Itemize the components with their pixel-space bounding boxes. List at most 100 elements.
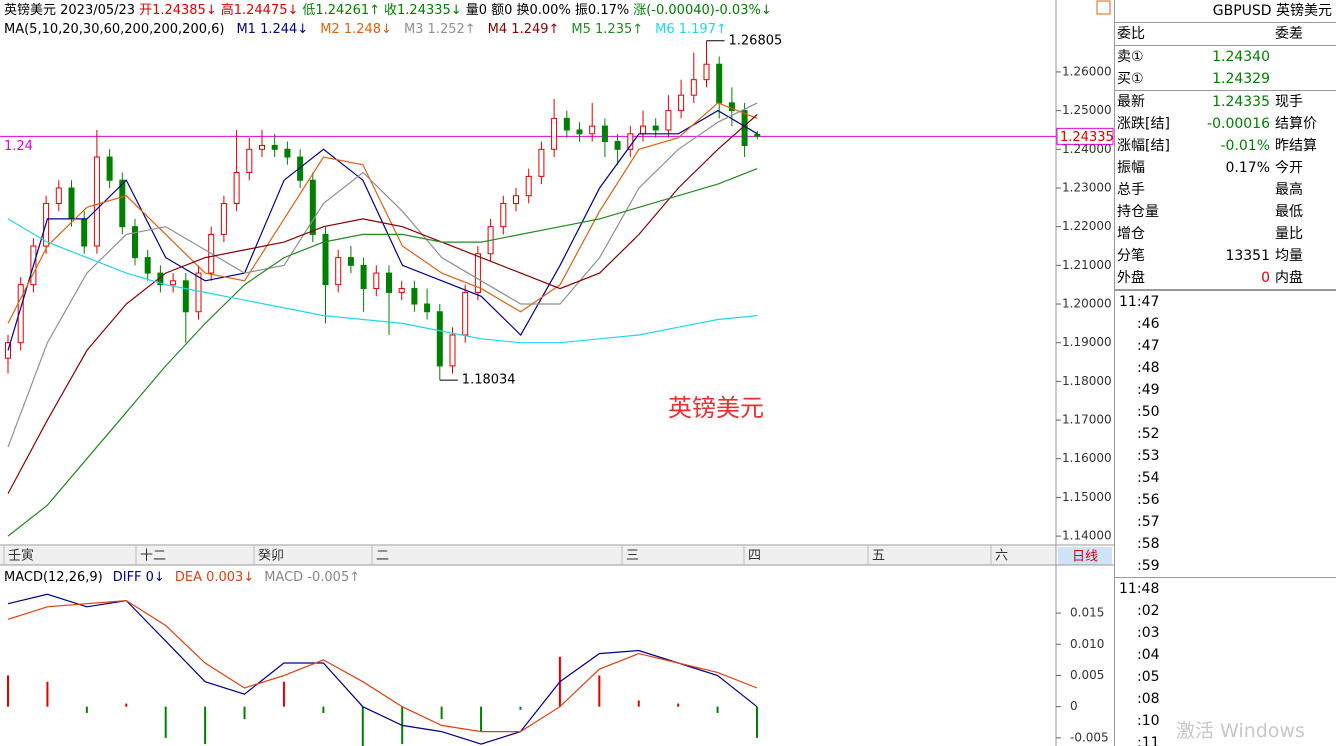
quote-label: 委差 xyxy=(1275,26,1303,42)
quote-value: 0.17% xyxy=(1225,160,1270,176)
candle-body xyxy=(119,179,126,228)
header-segment: 量0 额0 换0.00% 振0.17% xyxy=(466,3,630,18)
candle-body xyxy=(182,280,189,313)
header-segment: 英镑美元 2023/05/23 xyxy=(4,2,135,18)
ma-legend: MA(5,10,20,30,60,200,200,200,6) M1 1.244↓… xyxy=(4,22,727,37)
ma-legend-item: M4 1.249↑ xyxy=(488,22,560,37)
tick-time: :50 xyxy=(1137,404,1160,420)
candle-body xyxy=(335,257,342,286)
y-tick-label: 1.14000 xyxy=(1062,529,1112,543)
tick-time: :08 xyxy=(1137,691,1160,707)
price-line-left-label: 1.24 xyxy=(4,139,33,154)
candle-body xyxy=(309,179,316,235)
x-label: 四 xyxy=(748,549,761,564)
candle-body xyxy=(538,148,545,177)
ma-legend-item: M2 1.248↓ xyxy=(320,22,392,37)
quote-label: 量比 xyxy=(1275,226,1303,242)
y-tick-label: 0.005 xyxy=(1070,668,1104,682)
quote-rows: 委比 委差 卖① 1.24340 买① 1.24329 最新 1.24335 现手 涨跌[结] -0… xyxy=(1115,23,1336,290)
tick-time: :46 xyxy=(1137,316,1160,332)
ma-line xyxy=(7,109,758,351)
candle-body xyxy=(322,233,329,286)
candle-body xyxy=(513,195,519,204)
y-tick-label: 1.18000 xyxy=(1062,374,1112,388)
y-tick-label: 1.15000 xyxy=(1062,490,1112,504)
quote-row: 振幅 0.17% 今开 xyxy=(1115,157,1336,179)
quote-label: 持仓量 xyxy=(1117,204,1159,220)
quote-row: 总手 最高 xyxy=(1115,179,1336,201)
candle-body xyxy=(601,125,608,143)
x-label: 癸卯 xyxy=(258,549,284,564)
quote-label: 最低 xyxy=(1275,204,1303,220)
candle-body xyxy=(17,284,24,344)
period-button[interactable]: 日线 xyxy=(1072,550,1098,565)
tick-time: :47 xyxy=(1137,338,1160,354)
candle-body xyxy=(284,148,291,158)
tick-time: :58 xyxy=(1137,536,1160,552)
candle-body xyxy=(703,63,710,81)
ma-title: MA(5,10,20,30,60,200,200,200,6) xyxy=(4,22,224,37)
quote-value: 0 xyxy=(1261,270,1270,286)
candle-body xyxy=(424,303,431,313)
y-tick-label: 1.24000 xyxy=(1062,142,1112,156)
quote-row: 持仓量 最低 xyxy=(1115,201,1336,223)
macd-line xyxy=(7,593,758,745)
ma-line xyxy=(7,218,758,344)
y-tick-label: 0.010 xyxy=(1070,637,1104,651)
macd-legend-item: DIFF 0↓ xyxy=(113,570,165,585)
candle-body xyxy=(386,272,392,293)
quote-label: 分笔 xyxy=(1117,248,1145,264)
panel-icon[interactable] xyxy=(1096,0,1111,15)
candle-body xyxy=(68,187,75,220)
ma-legend-item: M5 1.235↑ xyxy=(571,22,643,37)
y-tick-label: 1.19000 xyxy=(1062,335,1112,349)
macd-legend-item: DEA 0.003↓ xyxy=(175,570,254,585)
tick-time: :04 xyxy=(1137,647,1160,663)
quote-row: 分笔 13351 均量 xyxy=(1115,245,1336,267)
quote-row: 增仓 量比 xyxy=(1115,223,1336,245)
quote-row: 最新 1.24335 现手 xyxy=(1115,91,1336,113)
watermark: 英镑美元 xyxy=(668,394,764,422)
y-tick-label: 1.17000 xyxy=(1062,413,1112,427)
candle-body xyxy=(5,342,11,359)
candle-body xyxy=(55,187,62,204)
y-tick-label: 1.22000 xyxy=(1062,219,1112,233)
candle-body xyxy=(640,125,646,135)
tick-times: 11:47:46:47:48:49:50:52:53:54:56:57:58:5… xyxy=(1115,290,1336,746)
quote-label: 总手 xyxy=(1117,182,1145,198)
tick-time: :54 xyxy=(1137,470,1160,486)
quote-panel: GBPUSD 英镑美元 委比 委差 卖① 1.24340 买① 1.24329 最新 1.24… xyxy=(1114,0,1336,746)
quote-value: 1.24329 xyxy=(1212,71,1270,87)
y-tick-label: 1.21000 xyxy=(1062,258,1112,272)
x-label: 三 xyxy=(626,549,639,564)
candle-body xyxy=(195,272,202,313)
x-label: 六 xyxy=(995,549,1008,564)
tick-time: :11 xyxy=(1137,735,1160,746)
quote-label: 昨结算 xyxy=(1275,138,1317,154)
quote-label: 最新 xyxy=(1117,94,1145,110)
candle-body xyxy=(551,117,558,150)
candle-body xyxy=(246,148,253,174)
period-button-bg[interactable] xyxy=(1058,547,1112,565)
tick-time: 11:47 xyxy=(1115,290,1336,313)
tick-time: :59 xyxy=(1137,558,1160,574)
quote-label: 今开 xyxy=(1275,160,1303,176)
candle-body xyxy=(716,63,723,104)
tick-time: :52 xyxy=(1137,426,1160,442)
header-segment: 开1.24385↓ xyxy=(139,3,217,18)
y-tick-label: 0.015 xyxy=(1070,606,1104,620)
candle-body xyxy=(93,156,100,247)
quote-row: 外盘 0 内盘 xyxy=(1115,267,1336,290)
candle-body xyxy=(81,218,88,247)
quote-label: 振幅 xyxy=(1117,160,1145,176)
y-tick-label: 1.26000 xyxy=(1062,64,1112,78)
quote-row: 涨幅[结] -0.01% 昨结算 xyxy=(1115,135,1336,157)
header-segment: 高1.24475↓ xyxy=(221,2,299,18)
tick-time: :05 xyxy=(1137,669,1160,685)
quote-value: -0.01% xyxy=(1220,138,1270,154)
y-tick-label: 1.16000 xyxy=(1062,451,1112,465)
tick-time: 11:48 xyxy=(1115,577,1336,600)
quote-label: 增仓 xyxy=(1117,226,1145,242)
macd-legend-item: MACD -0.005↑ xyxy=(264,570,360,585)
